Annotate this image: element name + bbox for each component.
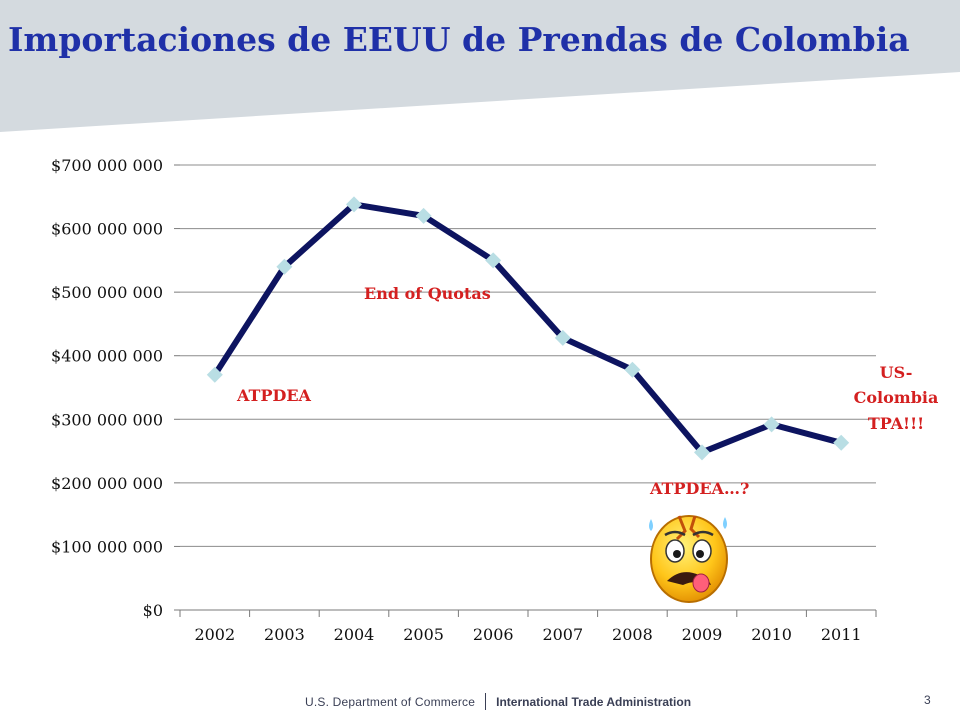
y-axis-ticks: $0 $100 000 000 $200 000 000 $300 000 000 $4… — [51, 156, 163, 620]
x-tick-label: 2008 — [612, 625, 653, 644]
x-tick-label: 2003 — [264, 625, 305, 644]
annotation-atpdea-question: ATPDEA…? — [649, 479, 749, 498]
data-point — [485, 252, 502, 269]
x-tick-label: 2006 — [473, 625, 514, 644]
data-point — [206, 366, 223, 383]
annotation-tpa-line-2: Colombia — [854, 388, 939, 407]
data-point — [346, 196, 362, 213]
y-tick-label: $600 000 000 — [51, 220, 163, 239]
footer-divider — [485, 693, 487, 710]
annotation-us-colombia-tpa: US- Colombia TPA!!! — [854, 363, 939, 433]
annotation-atpdea: ATPDEA — [236, 386, 312, 405]
footer-agency: International Trade Administration — [496, 695, 692, 709]
y-tick-label: $500 000 000 — [51, 283, 163, 302]
y-tick-label: $300 000 000 — [51, 410, 163, 429]
y-tick-label: $100 000 000 — [51, 537, 163, 556]
data-point — [624, 361, 641, 378]
data-point — [694, 444, 710, 461]
worried-face-icon — [649, 515, 728, 603]
line-chart: $0 $100 000 000 $200 000 000 $300 000 000 $4… — [51, 156, 939, 644]
annotation-end-of-quotas: End of Quotas — [364, 284, 491, 303]
slide-title: Importaciones de EEUU de Prendas de Colo… — [8, 20, 910, 59]
data-point — [415, 207, 432, 224]
footer: U.S. Department of Commerce International… — [305, 693, 691, 713]
data-markers — [206, 196, 850, 461]
data-point — [763, 416, 780, 433]
x-tick-label: 2007 — [542, 625, 583, 644]
page-number: 3 — [924, 693, 931, 707]
y-tick-label: $200 000 000 — [51, 474, 163, 493]
x-tick-label: 2005 — [403, 625, 444, 644]
x-tick-label: 2011 — [821, 625, 862, 644]
x-tick-label: 2002 — [194, 625, 235, 644]
data-point — [554, 329, 571, 346]
x-tick-label: 2009 — [682, 625, 723, 644]
y-tick-label: $0 — [143, 601, 163, 620]
series-line — [211, 201, 845, 456]
x-axis — [179, 609, 877, 617]
x-tick-label: 2004 — [334, 625, 375, 644]
annotation-tpa-line-1: US- — [880, 363, 913, 382]
x-axis-ticks: 2002 2003 2004 2005 2006 2007 2008 2009 2010 2011 — [194, 625, 861, 644]
y-tick-label: $400 000 000 — [51, 347, 163, 366]
footer-department: U.S. Department of Commerce — [305, 695, 476, 709]
y-tick-label: $700 000 000 — [51, 156, 163, 175]
x-tick-label: 2010 — [751, 625, 792, 644]
annotation-tpa-line-3: TPA!!! — [868, 414, 924, 433]
data-point — [833, 434, 850, 451]
header-band — [0, 0, 960, 132]
data-point — [276, 258, 293, 275]
